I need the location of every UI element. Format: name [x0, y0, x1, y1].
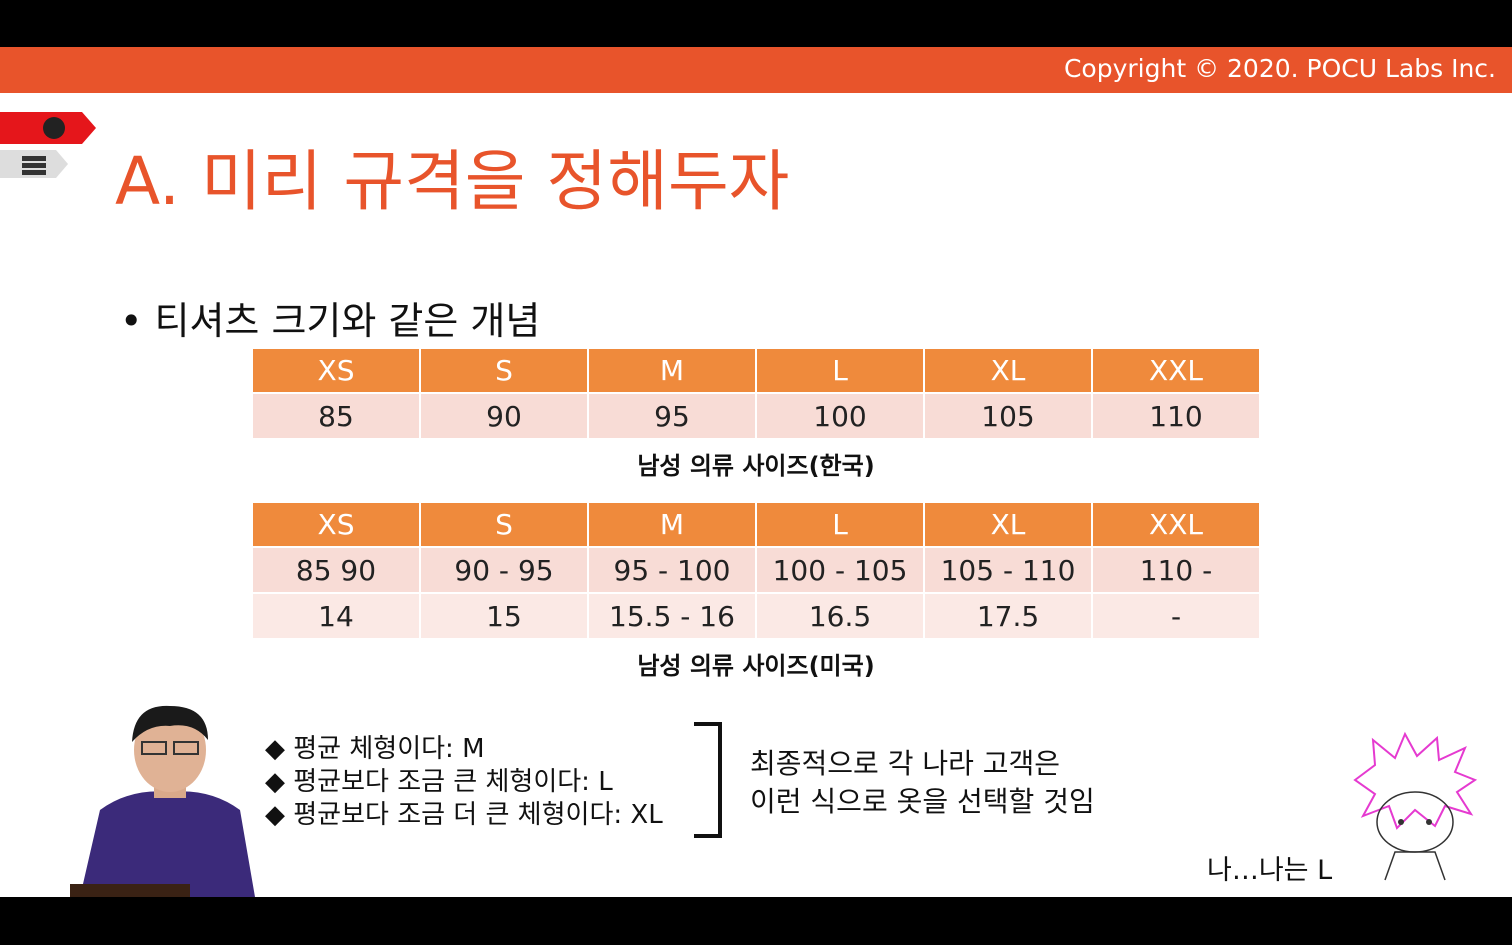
cell: 90 [421, 392, 587, 438]
bracket [694, 722, 722, 838]
note: ◆ 평균보다 조금 큰 체형이다: L [265, 767, 613, 797]
slide [0, 47, 1512, 897]
cell: 110 [1093, 392, 1259, 438]
cell: 85 [253, 392, 419, 438]
cell: 15 [421, 592, 587, 638]
cell: 16.5 [757, 592, 923, 638]
side-icons [0, 112, 96, 178]
cell: 15.5 - 16 [589, 592, 755, 638]
header-cell: M [589, 349, 755, 392]
header-cell: XL [925, 503, 1091, 546]
header-cell: M [589, 503, 755, 546]
row: 85 90 90 - 95 95 - 100 100 - 105 105 - 110 11… [253, 546, 1259, 592]
note: ◆ 평균보다 조금 더 큰 체형이다: XL [265, 800, 663, 830]
header-cell: XXL [1093, 503, 1259, 546]
header-cell: L [757, 349, 923, 392]
cell: 105 - 110 [925, 546, 1091, 592]
header-cell: XL [925, 349, 1091, 392]
comic-caption: 나…나는 L [1207, 855, 1333, 886]
conclusion: 최종적으로 각 나라 고객은 [750, 747, 1061, 780]
cell: 110 - [1093, 546, 1259, 592]
cell: 95 [589, 392, 755, 438]
copyright: Copyright © 2020. POCU Labs Inc. [1063, 54, 1496, 83]
table-caption: 남성 의류 사이즈(미국) [637, 652, 875, 680]
header-cell: XXL [1093, 349, 1259, 392]
cell: 90 - 95 [421, 546, 587, 592]
cell: 100 - 105 [757, 546, 923, 592]
row: 85 90 95 100 105 110 [253, 392, 1259, 438]
cell: 17.5 [925, 592, 1091, 638]
row: 14 15 15.5 - 16 16.5 17.5- [253, 592, 1259, 638]
cell: 105 [925, 392, 1091, 438]
cell: 95 - 100 [589, 546, 755, 592]
bullet-text: 티셔츠 크기와 같은 개념 [154, 299, 541, 343]
bullet: • 티셔츠 크기와 같은 개념 [120, 299, 541, 343]
slide-title: A. 미리 규격을 정해두자 [115, 143, 790, 220]
cell: 100 [757, 392, 923, 438]
header-cell: L [757, 503, 923, 546]
comic-character [1353, 731, 1478, 881]
header-cell: S [421, 349, 587, 392]
header-cell: S [421, 503, 587, 546]
table-caption: 남성 의류 사이즈(한국) [637, 452, 875, 480]
header-row: XS S M L XL XXL [253, 349, 1259, 392]
note: ◆ 평균 체형이다: M [265, 734, 485, 764]
cell: 14 [253, 592, 419, 638]
header-cell: XS [253, 503, 419, 546]
presenter-video [70, 705, 255, 897]
header-row: XS S M L XL XXL [253, 503, 1259, 546]
cell: 85 90 [253, 546, 419, 592]
header-cell: XS [253, 349, 419, 392]
header-bar [0, 47, 1512, 93]
size-table-korea: XS S M L XL XXL 85 90 95 100 105 110 [251, 349, 1261, 438]
cell: - [1093, 592, 1259, 638]
conclusion: 이런 식으로 옷을 선택할 것임 [750, 785, 1095, 818]
size-table-us: XS S M L XL XXL 85 90 90 - 95 95 - 100 100 - 105 1… [251, 503, 1261, 638]
